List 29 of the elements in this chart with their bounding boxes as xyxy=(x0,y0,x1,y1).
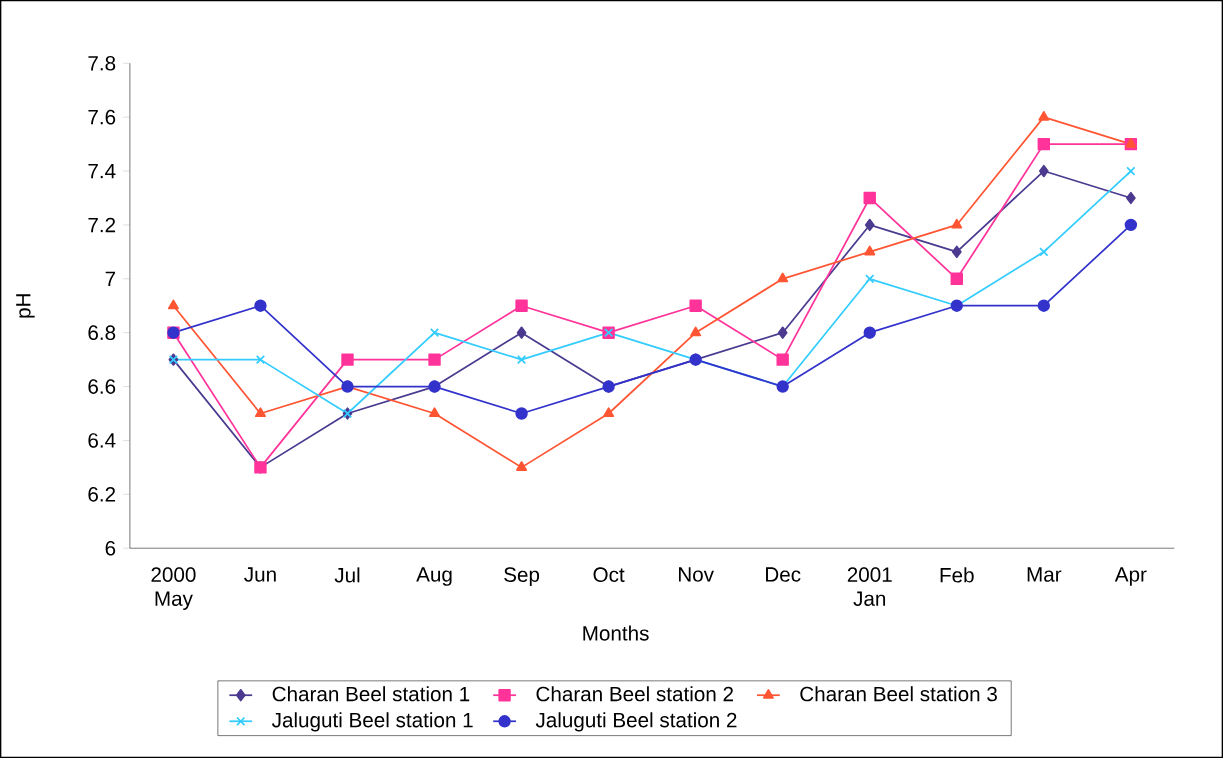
x-tick-label: 2001 Jan xyxy=(847,567,892,606)
legend-label: Charan Beel station 3 xyxy=(800,686,997,702)
x-tick-label: Oct xyxy=(593,567,625,582)
y-tick-label: 7.4 xyxy=(88,163,116,179)
y-tick-label: 7.2 xyxy=(88,217,116,233)
y-axis-title: pH xyxy=(16,294,35,318)
x-tick-label: Apr xyxy=(1114,567,1147,586)
y-tick-label: 7 xyxy=(105,271,116,286)
x-tick-label: Jun xyxy=(244,567,276,582)
x-tick-label: Sep xyxy=(504,567,540,587)
y-tick-label: 6.2 xyxy=(88,487,116,502)
x-tick-label: Jul xyxy=(334,567,360,583)
y-tick-label: 7.6 xyxy=(88,109,116,125)
y-tick-label: 6 xyxy=(105,540,116,556)
x-tick-label: Nov xyxy=(678,567,714,582)
x-tick-label: 2000 May xyxy=(151,567,196,611)
legend-label: Charan Beel station 2 xyxy=(536,686,733,702)
x-tick-label: Feb xyxy=(940,567,974,583)
x-tick-label: Aug xyxy=(416,567,452,586)
y-tick-label: 6.4 xyxy=(88,433,116,448)
legend-label: Charan Beel station 1 xyxy=(272,686,470,702)
y-tick-label: 7.8 xyxy=(88,55,116,71)
y-tick-label: 6.8 xyxy=(88,325,116,340)
legend-label: Jaluguti Beel station 2 xyxy=(535,712,737,732)
x-tick-label: Dec xyxy=(766,567,801,582)
legend-label: Jaluguti Beel station 1 xyxy=(271,712,473,732)
y-tick-label: 6.6 xyxy=(88,379,116,394)
x-axis-title: Months xyxy=(583,625,649,641)
x-tick-label: Mar xyxy=(1027,567,1062,582)
